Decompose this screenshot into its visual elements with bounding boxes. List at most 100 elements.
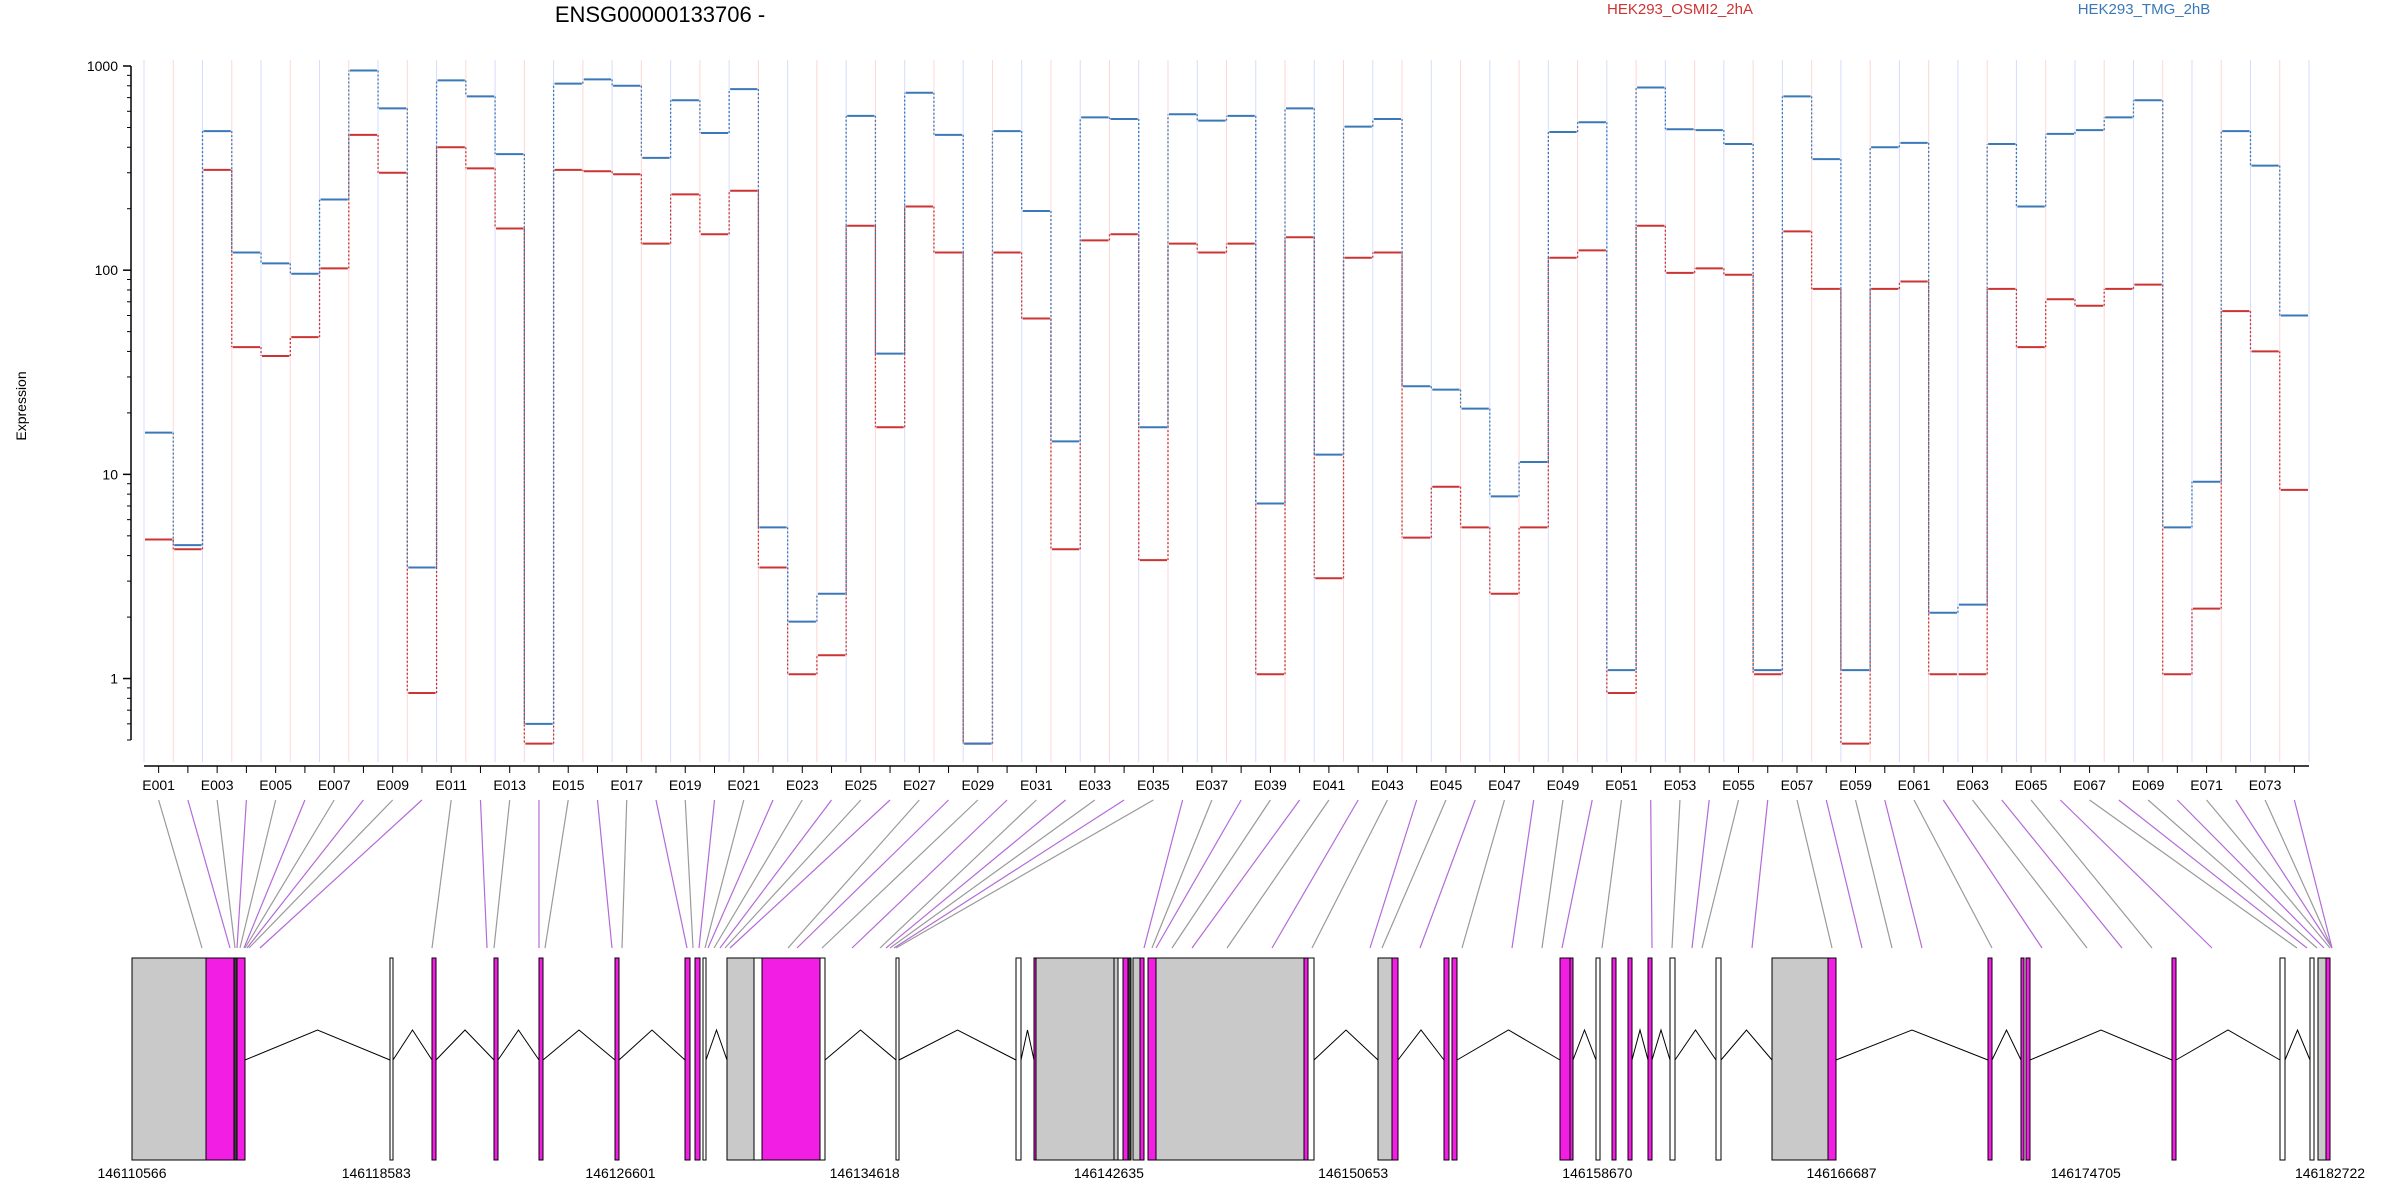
exon-connector-E019	[684, 799, 694, 949]
intron-line	[392, 1029, 433, 1061]
genomic-coordinate-label: 146182722	[2295, 1165, 2365, 1181]
genomic-coordinate-label: 146118583	[342, 1165, 411, 1181]
exon-block	[1771, 957, 1829, 1161]
exon-block	[431, 957, 437, 1161]
intron-line	[435, 1029, 495, 1061]
x-tick-label: E035	[1137, 777, 1170, 793]
intron-line	[1651, 1028, 1671, 1061]
exon-block	[614, 957, 620, 1161]
exon-connector-lines	[158, 799, 2333, 949]
exon-block	[2171, 957, 2177, 1161]
exon-block	[819, 957, 826, 1161]
exon-connector-E007	[244, 799, 335, 949]
exon-block	[2309, 957, 2315, 1161]
intron-line	[2029, 1029, 2173, 1061]
exon-connector-E071	[2206, 799, 2331, 949]
exon-connector-E012	[479, 799, 488, 949]
x-tick-label: E055	[1722, 777, 1755, 793]
exon-connector-E042	[1271, 799, 1359, 949]
x-tick-label: E001	[142, 777, 175, 793]
series-lines	[145, 69, 2308, 745]
exon-connector-E046	[1419, 799, 1476, 949]
genomic-coordinate-label: 146158670	[1562, 1165, 1632, 1181]
exon-block	[753, 957, 763, 1161]
intron-line	[1991, 1028, 2022, 1061]
exon-connector-E043	[1311, 799, 1388, 949]
exon-connector-E009	[248, 799, 394, 949]
exon-block	[1569, 957, 1574, 1161]
x-tick-label: E053	[1664, 777, 1697, 793]
series-1	[145, 133, 2308, 745]
exon-connector-E016	[596, 799, 613, 949]
x-tick-label: E073	[2249, 777, 2282, 793]
intron-line	[1631, 1028, 1649, 1061]
exon-block	[702, 957, 707, 1161]
exon-connector-E021	[704, 799, 745, 949]
exon-connector-E037	[1151, 799, 1213, 949]
exon-block	[205, 957, 235, 1161]
exon-connector-E026	[729, 799, 891, 949]
exon-connector-E002	[187, 799, 231, 949]
exon-connector-E023	[713, 799, 803, 949]
exon-connector-E044	[1369, 799, 1418, 949]
exon-connector-E062	[1942, 799, 2043, 949]
exon-connector-E074	[2293, 799, 2333, 949]
x-tick-label: E039	[1254, 777, 1287, 793]
exon-connector-E010	[259, 799, 423, 949]
exon-connector-E073	[2264, 799, 2333, 949]
x-tick-label: E005	[259, 777, 292, 793]
exon-grid-lines	[143, 60, 2310, 762]
exon-block	[1035, 957, 1115, 1161]
intron-line	[1835, 1029, 1989, 1061]
genomic-coordinate-label: 146142635	[1074, 1165, 1144, 1181]
y-tick-label: 1	[110, 671, 118, 687]
gene-model-track	[131, 957, 2331, 1161]
x-tick-label: E019	[669, 777, 702, 793]
exon-connector-E033	[889, 799, 1096, 949]
exon-connector-E049	[1541, 799, 1564, 949]
exon-block	[1595, 957, 1601, 1161]
exon-block	[1122, 957, 1129, 1161]
exon-connector-E018	[655, 799, 688, 949]
exon-connector-E066	[2059, 799, 2213, 949]
x-tick-label: E023	[786, 777, 819, 793]
exon-block	[2325, 957, 2331, 1161]
exon-block	[2020, 957, 2025, 1161]
exon-block	[684, 957, 691, 1161]
exon-connector-E051	[1601, 799, 1623, 949]
genomic-coordinate-label: 146110566	[97, 1165, 166, 1181]
exon-connector-E030	[851, 799, 1008, 949]
exon-connector-E004	[236, 799, 247, 949]
intron-line	[2284, 1028, 2311, 1061]
exon-connector-E054	[1691, 799, 1710, 949]
exon-connector-E013	[493, 799, 511, 949]
x-tick-label: E031	[1020, 777, 1053, 793]
exon-block	[1303, 957, 1309, 1161]
x-tick-label: E011	[435, 777, 467, 793]
exon-connector-E048	[1511, 799, 1535, 949]
exon-block	[1627, 957, 1633, 1161]
x-tick-label: E051	[1605, 777, 1638, 793]
exon-connector-E055	[1701, 799, 1740, 949]
exon-block	[1132, 957, 1141, 1161]
x-tick-label: E065	[2015, 777, 2048, 793]
genomic-coordinate-label: 146150653	[1318, 1165, 1388, 1181]
exon-connector-E050	[1561, 799, 1593, 949]
intron-line	[618, 1029, 686, 1061]
exon-connector-E060	[1884, 799, 1923, 949]
exon-block	[1377, 957, 1393, 1161]
exon-connector-E025	[724, 799, 862, 949]
intron-line	[898, 1029, 1017, 1061]
exon-block	[1139, 957, 1145, 1161]
exon-block	[1827, 957, 1837, 1161]
exon-connector-E059	[1854, 799, 1893, 949]
x-tick-label: E045	[1430, 777, 1463, 793]
exon-block	[1307, 957, 1315, 1161]
exon-connector-E005	[239, 799, 277, 949]
intron-line	[497, 1029, 540, 1061]
exon-connector-E047	[1461, 799, 1506, 949]
exon-block	[1113, 957, 1119, 1161]
intron-line	[1720, 1029, 1773, 1061]
exon-connector-E067	[2089, 799, 2298, 949]
legend-entry-series-1: HEK293_OSMI2_2hA	[1607, 1, 1753, 18]
